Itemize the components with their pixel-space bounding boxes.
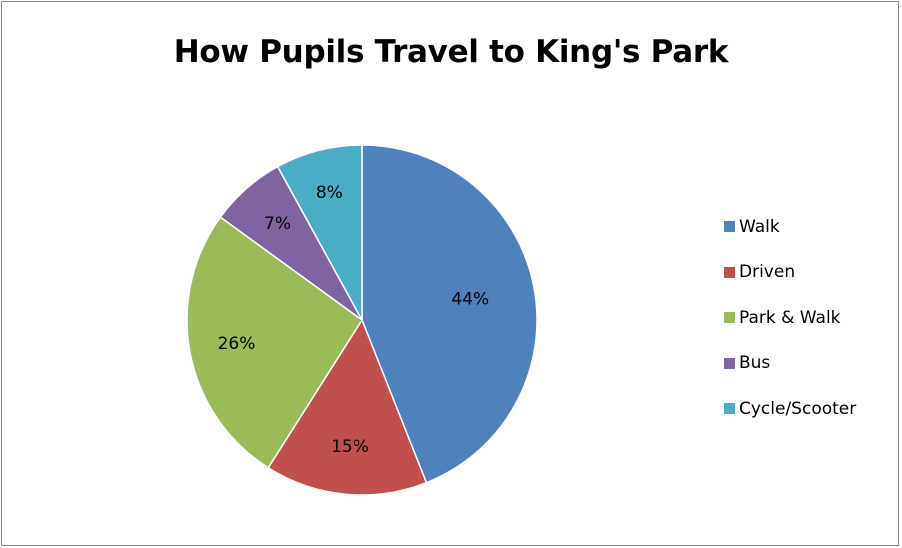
pie-slice-park-walk [186,216,364,469]
data-label-driven: 15% [331,437,369,457]
legend-label: Walk [739,216,780,237]
legend-label: Park & Walk [739,307,841,328]
legend-item-park-walk: Park & Walk [724,306,894,329]
data-label-walk: 44% [451,289,489,309]
pie-slices [186,144,538,496]
pie-slice-labels: 44% 15% 26% 7% 8% [218,183,490,457]
legend-swatch-bus [724,357,735,369]
data-label-cycle-scooter: 8% [316,183,343,203]
chart-title: How Pupils Travel to King's Park [173,34,729,70]
data-label-park-walk: 26% [218,334,256,354]
legend-label: Cycle/Scooter [739,398,857,419]
legend-swatch-park-walk [724,312,735,323]
legend-swatch-walk [724,221,735,232]
legend-swatch-driven [724,266,735,278]
data-label-bus: 7% [264,214,291,234]
legend-item-walk: Walk [724,215,894,238]
legend-item-cycle-scooter: Cycle/Scooter [724,397,894,420]
chart-legend: Walk Driven Park & Walk Bus Cycle/Scooter [724,215,894,443]
legend-label: Bus [739,353,771,373]
pie-slice-driven [267,318,428,496]
legend-item-driven: Driven [724,261,894,284]
legend-label: Driven [739,262,796,282]
legend-item-bus: Bus [724,352,894,375]
pie-slice-walk [361,144,538,484]
pie-slice-cycle-scooter [276,144,363,321]
legend-swatch-cycle-scooter [724,403,735,414]
